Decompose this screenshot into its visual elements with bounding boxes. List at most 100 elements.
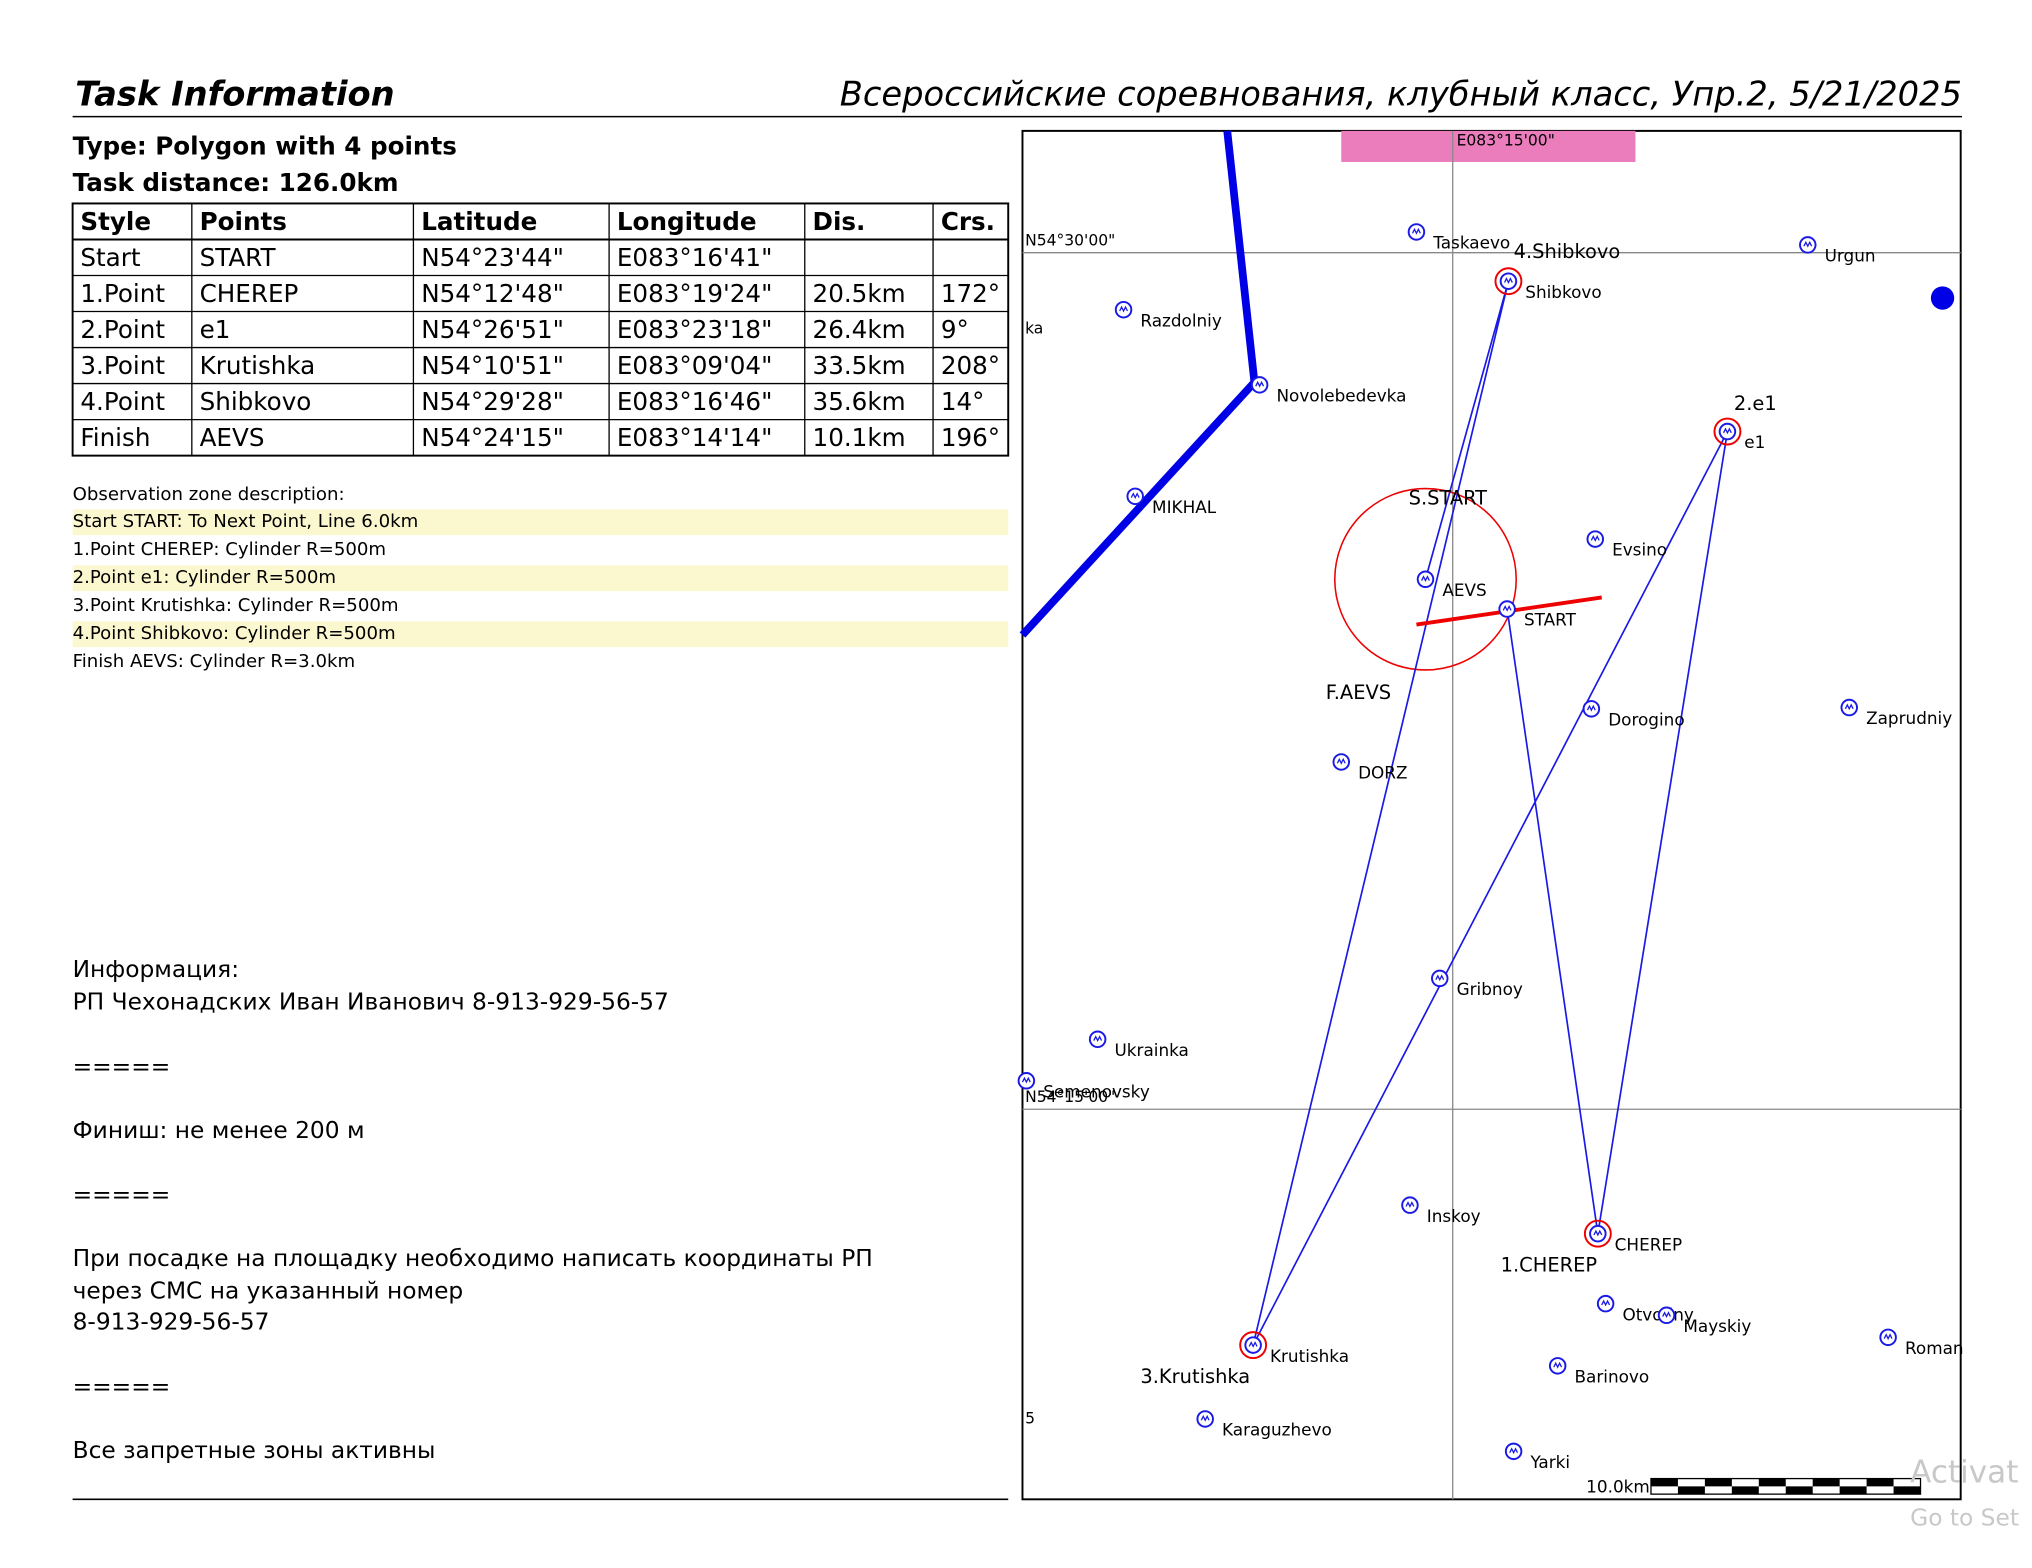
scale-block	[1677, 1486, 1705, 1495]
scale-block	[1785, 1486, 1813, 1495]
table-header: Longitude	[617, 207, 757, 236]
info-line: Информация:	[73, 956, 239, 983]
finish-cylinder	[1334, 487, 1517, 671]
waypoint-glyph	[1509, 1447, 1519, 1455]
oz-line: Start START: To Next Point, Line 6.0km	[73, 511, 419, 532]
oz-highlight	[72, 565, 1009, 592]
table-cell: 2.Point	[80, 315, 165, 344]
partial-label: ka	[1025, 320, 1043, 338]
waypoint-glyph	[1248, 1341, 1258, 1348]
oz-highlight	[72, 621, 1009, 648]
task-label: 1.CHEREP	[1501, 1254, 1598, 1277]
turnpoint-zone	[1494, 267, 1523, 296]
table-border	[71, 202, 1010, 457]
map-frame	[1021, 129, 1962, 1501]
table-cell: 172°	[941, 279, 1000, 308]
waypoint-glyph	[1590, 535, 1600, 542]
waypoint-label: CHEREP	[1615, 1234, 1683, 1254]
waypoint-glyph	[1336, 757, 1346, 765]
waypoint-label: e1	[1744, 432, 1765, 452]
table-header: Style	[80, 207, 151, 236]
table-cell: 4.Point	[80, 387, 165, 416]
oz-highlight	[72, 509, 1009, 536]
waypoint-glyph	[1435, 974, 1445, 982]
table-cell: E083°23'18"	[617, 315, 773, 344]
table-cell: 35.6km	[813, 387, 906, 416]
waypoint-glyph	[1119, 305, 1129, 313]
table-cell: CHEREP	[200, 279, 299, 308]
waypoint-glyph	[1255, 380, 1265, 388]
task-label: 3.Krutishka	[1140, 1365, 1250, 1388]
scale-block	[1812, 1478, 1840, 1487]
waypoint-label: Evsino	[1612, 540, 1667, 560]
scale-block	[1650, 1478, 1678, 1487]
scale-block	[1839, 1486, 1867, 1495]
waypoint-label: Taskaevo	[1432, 233, 1510, 253]
waypoint-glyph	[1586, 704, 1596, 712]
table-cell: 10.1km	[813, 423, 906, 452]
waypoint-label: AEVS	[1442, 580, 1486, 600]
table-cell: Shibkovo	[200, 387, 312, 416]
task-type: Type: Polygon with 4 points	[73, 132, 457, 161]
oz-line: Finish AEVS: Cylinder R=3.0km	[73, 651, 356, 672]
table-cell: E083°16'41"	[617, 243, 773, 272]
airspace-dot	[1930, 286, 1955, 310]
waypoint-glyph	[1200, 1414, 1210, 1422]
waypoint-glyph	[1601, 1299, 1611, 1307]
oz-title: Observation zone description:	[73, 484, 345, 505]
table-header: Points	[200, 207, 287, 236]
task-label: S.START	[1409, 486, 1488, 509]
waypoint-glyph	[1553, 1361, 1563, 1369]
waypoint-label: Novolebedevka	[1276, 386, 1406, 406]
grid-label: N54°30'00"	[1025, 232, 1115, 250]
info-line: =====	[73, 1373, 171, 1400]
info-line: Финиш: не менее 200 м	[73, 1117, 365, 1144]
table-header: Dis.	[813, 207, 866, 236]
waypoint-glyph	[1421, 575, 1430, 582]
waypoint-glyph	[1411, 227, 1421, 235]
waypoint-glyph	[1803, 240, 1813, 248]
waypoint-label: Shibkovo	[1525, 282, 1601, 302]
table-cell: 20.5km	[813, 279, 906, 308]
waypoint-label: Mayskiy	[1683, 1316, 1751, 1336]
oz-line: 1.Point CHEREP: Cylinder R=500m	[73, 539, 386, 560]
waypoint-label: Karaguzhevo	[1222, 1420, 1332, 1440]
waypoint-glyph	[1021, 1076, 1031, 1084]
scale-block	[1731, 1486, 1759, 1495]
info-line: =====	[73, 1182, 171, 1209]
table-cell: 3.Point	[80, 351, 165, 380]
table-cell: Krutishka	[200, 351, 316, 380]
table-cell: START	[200, 243, 277, 272]
waypoint-glyph	[1093, 1035, 1103, 1043]
scale-block	[1866, 1478, 1894, 1487]
task-label: 4.Shibkovo	[1514, 240, 1621, 263]
table-cell: N54°23'44"	[421, 243, 564, 272]
waypoint-glyph	[1844, 703, 1854, 711]
table-cell: E083°19'24"	[617, 279, 773, 308]
table-cell: N54°10'51"	[421, 351, 564, 380]
waypoint-label: Gribnoy	[1457, 979, 1523, 999]
table-cell: 9°	[941, 315, 969, 344]
waypoint-label: Semenovsky	[1043, 1081, 1150, 1101]
grid-label: N54°15'00"	[1025, 1088, 1115, 1106]
waypoint-label: Barinovo	[1575, 1367, 1650, 1387]
table-header: Crs.	[941, 207, 995, 236]
turnpoint-zone	[1239, 1331, 1268, 1360]
waypoint-label: Ukrainka	[1114, 1040, 1188, 1060]
scale-label: 10.0km	[1586, 1477, 1650, 1497]
waypoint-glyph	[1130, 492, 1140, 500]
table-cell: N54°29'28"	[421, 387, 564, 416]
table-cell: 196°	[941, 423, 1000, 452]
waypoint-glyph	[1722, 427, 1732, 435]
waypoint-label: Razdolniy	[1140, 310, 1221, 330]
scale-block	[1893, 1486, 1921, 1495]
waypoint-glyph	[1502, 605, 1512, 612]
info-line: через СМС на указанный номер	[73, 1277, 464, 1304]
table-cell: E083°16'46"	[617, 387, 773, 416]
waypoint-label: Yarki	[1529, 1452, 1570, 1472]
task-label: F.AEVS	[1326, 681, 1391, 704]
info-line: Все запретные зоны активны	[73, 1437, 436, 1464]
waypoint-label: Urgun	[1825, 246, 1876, 266]
title: Task Information	[75, 74, 394, 113]
